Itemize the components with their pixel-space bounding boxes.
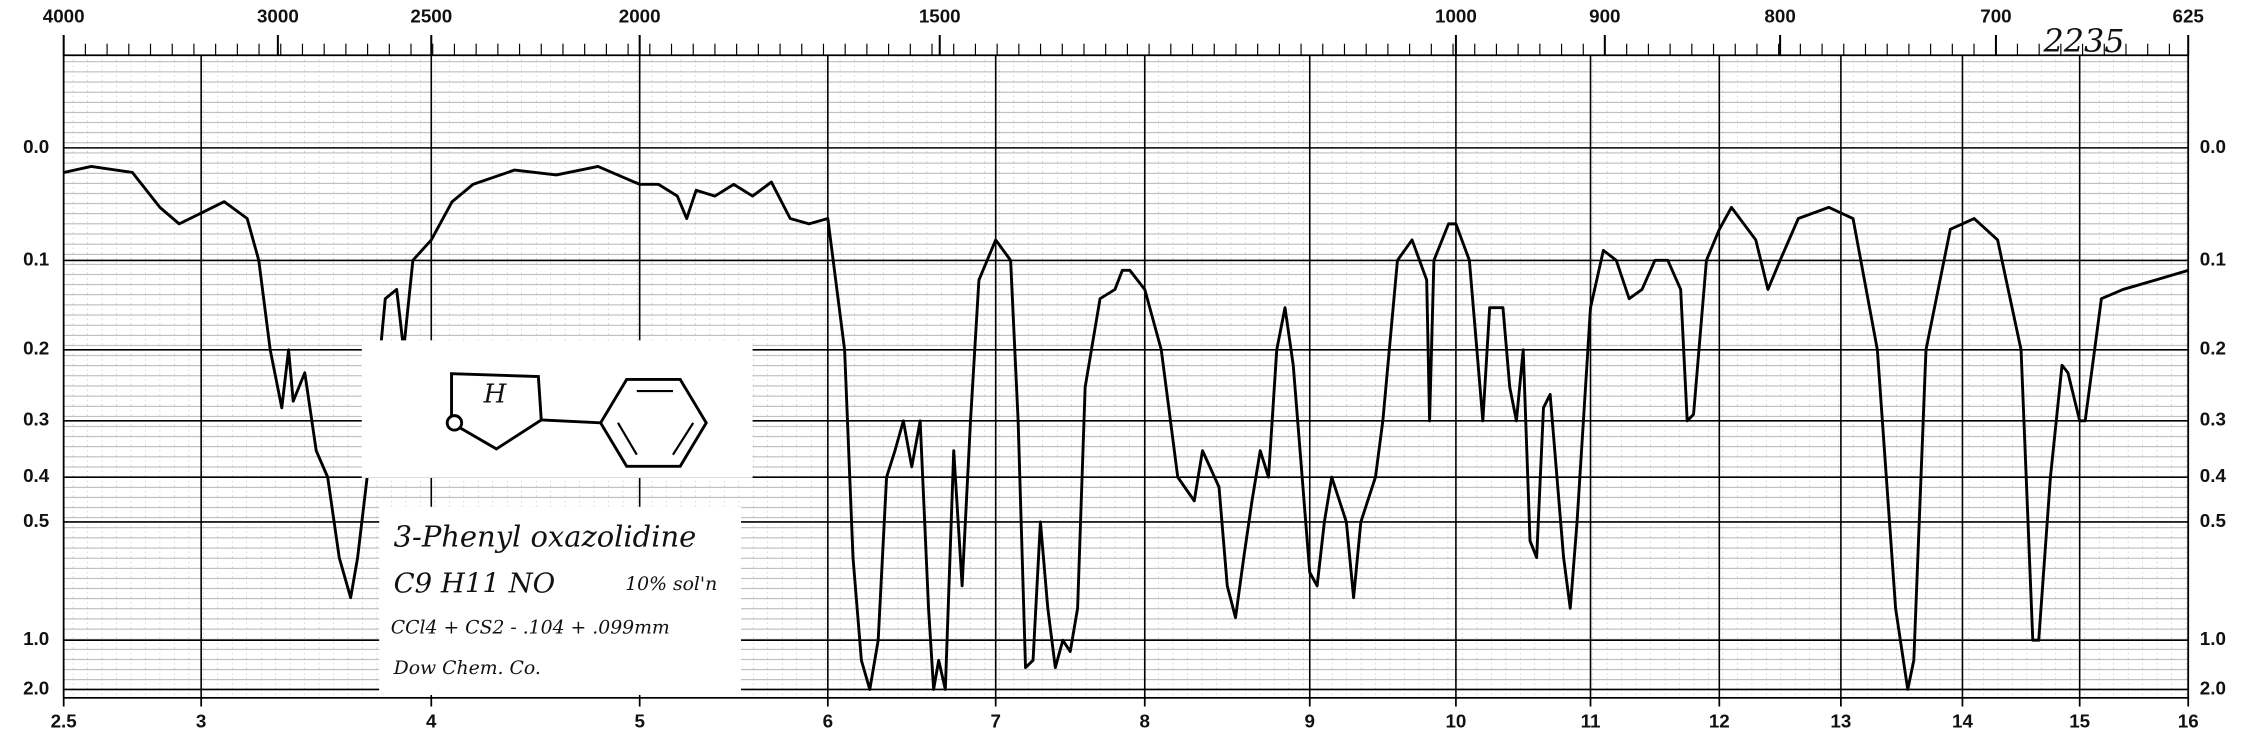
y-tick-label: 1.0 <box>23 628 49 649</box>
x-tick-label: 5 <box>634 710 644 731</box>
x2-tick-label: 900 <box>1589 6 1620 27</box>
x2-tick-label: 3000 <box>257 6 299 27</box>
annotation-bg <box>379 506 741 695</box>
x-tick-label: 15 <box>2069 710 2090 731</box>
annotation: CCl4 + CS2 - .104 + .099mm <box>391 617 670 638</box>
bond <box>541 418 601 425</box>
y-tick-label: 0.2 <box>23 338 49 359</box>
annotation: 10% sol'n <box>625 574 717 595</box>
annotation: C9 H11 NO <box>394 567 556 599</box>
y-tick-label-right: 0.1 <box>2200 248 2226 269</box>
x-tick-label: 7 <box>990 710 1000 731</box>
benzene-bonds <box>617 389 695 456</box>
y-tick-label-right: 1.0 <box>2200 628 2226 649</box>
benzene <box>598 378 708 468</box>
y-tick-label: 0.3 <box>23 409 49 430</box>
y-tick-label-right: 0.3 <box>2200 409 2226 430</box>
x2-tick-label: 700 <box>1980 6 2011 27</box>
y-tick-label-right: 0.4 <box>2200 465 2227 486</box>
x-tick-label: 11 <box>1581 710 1601 731</box>
y-tick-label: 2.0 <box>23 677 49 698</box>
structure: H <box>361 340 753 478</box>
x2-tick-label: 4000 <box>43 6 85 27</box>
x2-tick-label: 1500 <box>919 6 961 27</box>
y-tick-label-right: 0.0 <box>2200 136 2226 157</box>
spectrum-line <box>63 164 2189 691</box>
x-tick-label: 14 <box>1952 710 1973 731</box>
ring <box>450 372 543 451</box>
y-tick-label: 0.0 <box>23 136 49 157</box>
annotation: Dow Chem. Co. <box>393 658 541 679</box>
y-tick-label-right: 2.0 <box>2200 677 2226 698</box>
y-tick-label: 0.5 <box>23 510 49 531</box>
y-tick-label: 0.4 <box>23 465 50 486</box>
x-tick-label: 10 <box>1445 710 1466 731</box>
y-tick-label-right: 0.2 <box>2200 338 2226 359</box>
structure-label: H <box>483 379 508 409</box>
x2-tick-label: 625 <box>2173 6 2204 27</box>
x2-tick-label: 1000 <box>1435 6 1477 27</box>
x2-tick-label: 800 <box>1764 6 1795 27</box>
x2-tick-label: 2500 <box>410 6 452 27</box>
ring-oxygen <box>445 414 464 432</box>
x-tick-label: 13 <box>1830 710 1851 731</box>
x-tick-label: 12 <box>1709 710 1730 731</box>
annotation: 3-Phenyl oxazolidine <box>394 520 697 554</box>
y-tick-label-right: 0.5 <box>2200 510 2226 531</box>
x-tick-label: 9 <box>1305 710 1315 731</box>
y-tick-label: 0.1 <box>23 248 49 269</box>
x-tick-label: 16 <box>2178 710 2199 731</box>
structure-bg <box>361 340 753 478</box>
x-tick-label: 2.5 <box>51 710 77 731</box>
x-tick-label: 6 <box>823 710 833 731</box>
x-tick-label: 8 <box>1140 710 1150 731</box>
annotation-box: 3-Phenyl oxazolidine C9 H11 NO 10% sol'n… <box>379 506 741 695</box>
spectrum-number: 2235 <box>2043 22 2125 60</box>
x2-tick-label: 2000 <box>619 6 661 27</box>
x-tick-label: 4 <box>426 710 437 731</box>
x-tick-label: 3 <box>196 710 206 731</box>
